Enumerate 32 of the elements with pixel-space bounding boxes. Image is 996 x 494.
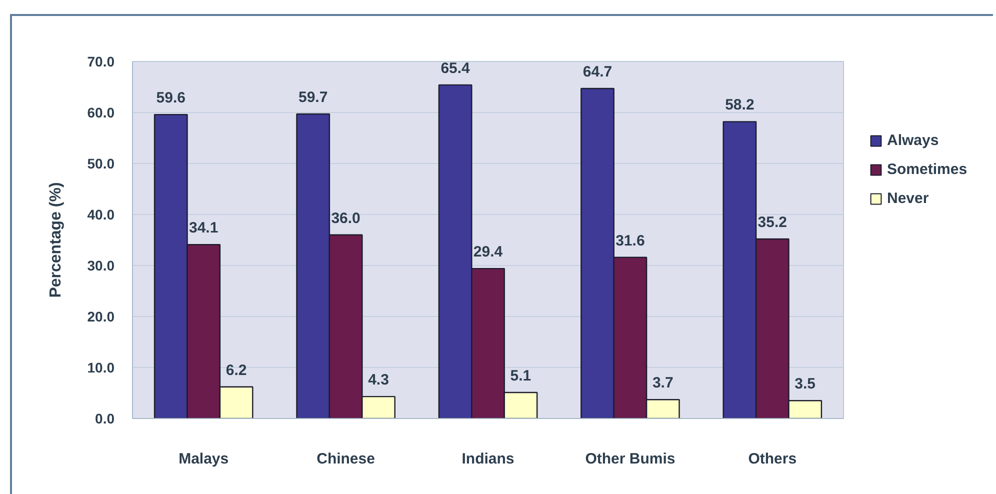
legend-label: Always — [887, 132, 939, 149]
x-tick-label: Malays — [178, 450, 229, 468]
x-tick-label: Chinese — [316, 450, 375, 468]
data-label: 59.6 — [156, 90, 186, 107]
y-tick-label: 50.0 — [87, 156, 115, 172]
data-label: 58.2 — [725, 96, 754, 114]
y-tick-label: 0.0 — [95, 410, 115, 426]
data-label: 29.4 — [473, 244, 504, 261]
data-label: 6.2 — [226, 362, 247, 379]
data-label: 4.3 — [368, 372, 389, 389]
y-tick-label: 30.0 — [87, 258, 115, 274]
y-tick-label: 60.0 — [87, 104, 115, 120]
y-tick-label: 40.0 — [87, 206, 115, 222]
y-tick-label: 70.0 — [87, 54, 115, 70]
data-label: 35.2 — [758, 214, 788, 231]
y-axis-title: Percentage (%) — [47, 182, 64, 298]
data-label: 36.0 — [331, 210, 360, 227]
data-label: 5.1 — [510, 367, 532, 384]
x-tick-label: Indians — [462, 450, 514, 468]
data-label: 31.6 — [616, 232, 645, 250]
data-label: 65.4 — [440, 60, 471, 77]
data-label: 34.1 — [189, 220, 218, 237]
x-tick-label: Others — [748, 450, 797, 468]
data-label: 3.5 — [794, 376, 816, 393]
data-label: 3.7 — [652, 374, 674, 392]
data-label: 59.7 — [298, 89, 328, 106]
x-tick-label: Other Bumis — [585, 450, 676, 468]
y-tick-label: 20.0 — [87, 308, 115, 324]
legend-label: Sometimes — [887, 161, 968, 178]
legend-label: Never — [887, 190, 929, 207]
y-tick-label: 10.0 — [87, 360, 115, 376]
data-label: 64.7 — [582, 64, 612, 81]
